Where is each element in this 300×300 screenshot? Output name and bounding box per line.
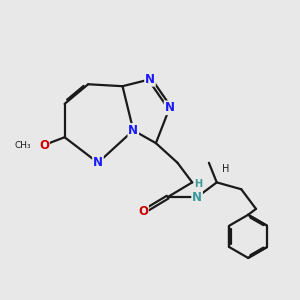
Text: N: N bbox=[128, 124, 138, 137]
Text: O: O bbox=[138, 205, 148, 218]
Text: H: H bbox=[194, 179, 202, 189]
Text: N: N bbox=[93, 156, 103, 169]
Text: H: H bbox=[222, 164, 230, 174]
Text: N: N bbox=[165, 101, 175, 114]
Text: CH₃: CH₃ bbox=[14, 141, 31, 150]
Text: N: N bbox=[192, 190, 202, 204]
Text: N: N bbox=[145, 73, 155, 86]
Text: O: O bbox=[39, 139, 49, 152]
